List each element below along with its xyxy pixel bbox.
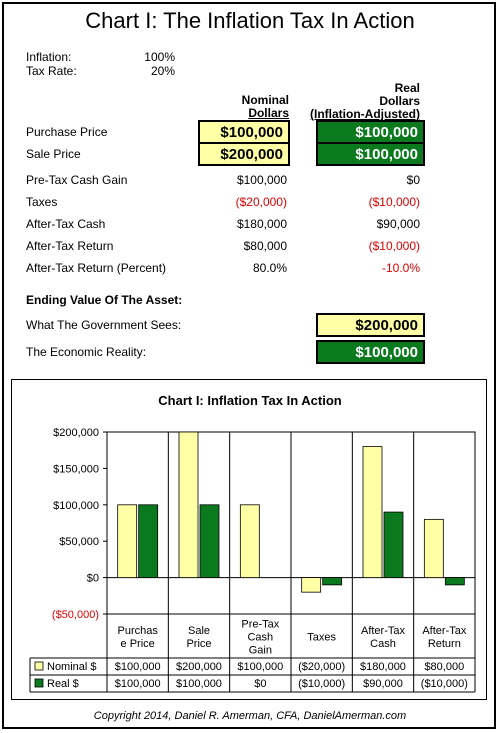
bar-real xyxy=(138,504,159,578)
data-table-cell: ($10,000) xyxy=(421,678,468,690)
real-value: $90,000 xyxy=(376,217,420,231)
bar-nominal xyxy=(362,446,383,578)
nominal-value: $100,000 xyxy=(236,173,287,187)
real-value: -10.0% xyxy=(381,261,420,275)
category-label: Purchas xyxy=(117,625,158,637)
y-tick-label: $50,000 xyxy=(59,536,99,548)
data-table-cell: ($10,000) xyxy=(298,678,345,690)
row-label: After-Tax Return (Percent) xyxy=(26,261,167,275)
data-table-cell: $80,000 xyxy=(424,661,464,673)
real-value: $0 xyxy=(406,173,420,187)
nominal-value: ($20,000) xyxy=(235,195,287,209)
nominal-header-line1: Nominal xyxy=(241,93,289,107)
bar-nominal xyxy=(301,577,322,593)
row-label: Pre-Tax Cash Gain xyxy=(26,173,128,187)
row-label: After-Tax Return xyxy=(26,239,114,253)
nominal-value: $180,000 xyxy=(236,217,287,231)
category-label: Price xyxy=(186,638,211,650)
data-table-cell: $180,000 xyxy=(360,661,406,673)
category-label: e Price xyxy=(121,638,155,650)
nominal-header-line2: Dollars xyxy=(248,106,289,120)
category-label: Pre-Tax xyxy=(241,619,279,631)
real-value-box: $100,000 xyxy=(316,142,425,166)
real-header-line2: Dollars xyxy=(379,94,420,108)
bar-real xyxy=(383,511,404,579)
copyright-footer: Copyright 2014, Daniel R. Amerman, CFA, … xyxy=(93,710,407,722)
page-frame xyxy=(2,2,496,729)
inflation-value: 100% xyxy=(144,50,175,64)
data-table-cell: $200,000 xyxy=(176,661,222,673)
data-table-cell: $100,000 xyxy=(115,661,161,673)
row-label: Sale Price xyxy=(26,147,81,161)
y-tick-label: $100,000 xyxy=(53,500,99,512)
data-table-cell: $90,000 xyxy=(363,678,403,690)
legend-key-real xyxy=(34,678,44,688)
bar-real xyxy=(444,577,465,586)
data-table-cell: $100,000 xyxy=(237,661,283,673)
real-header-line1: Real xyxy=(394,81,420,95)
tax-rate-label: Tax Rate: xyxy=(26,64,77,78)
legend-label: Real $ xyxy=(47,678,79,690)
government-label: What The Government Sees: xyxy=(26,318,182,332)
bar-real xyxy=(199,504,220,578)
y-tick-label: $0 xyxy=(87,573,99,585)
category-label: Cash xyxy=(247,632,273,644)
category-label: Taxes xyxy=(307,632,336,644)
bar-real xyxy=(322,577,343,586)
category-label: Sale xyxy=(188,625,210,637)
data-table-cell: ($20,000) xyxy=(298,661,345,673)
nominal-header: Nominal Dollars xyxy=(200,94,289,120)
row-label: After-Tax Cash xyxy=(26,217,106,231)
reality-value-box: $100,000 xyxy=(316,340,425,364)
tax-rate-value: 20% xyxy=(150,64,175,78)
category-label: After-Tax xyxy=(361,625,406,637)
real-value: ($10,000) xyxy=(368,195,420,209)
row-label: Taxes xyxy=(26,195,58,209)
ending-heading: Ending Value Of The Asset: xyxy=(26,293,183,307)
real-value: ($10,000) xyxy=(368,239,420,253)
row-label: Purchase Price xyxy=(26,125,108,139)
category-label: Return xyxy=(428,638,461,650)
reality-label: The Economic Reality: xyxy=(26,345,147,359)
data-table-cell: $100,000 xyxy=(115,678,161,690)
y-tick-label: $150,000 xyxy=(53,463,99,475)
bar-nominal xyxy=(117,504,138,578)
category-label: Gain xyxy=(249,645,272,657)
real-header: Real Dollars (Inflation-Adjusted) xyxy=(290,82,420,121)
bar-nominal xyxy=(178,431,199,579)
category-label: Cash xyxy=(370,638,396,650)
real-value-box: $100,000 xyxy=(316,120,425,144)
page-title: Chart I: The Inflation Tax In Action xyxy=(85,8,415,33)
bar-nominal xyxy=(423,518,444,578)
nominal-value: 80.0% xyxy=(252,261,287,275)
nominal-value: $80,000 xyxy=(243,239,287,253)
chart-title: Chart I: Inflation Tax In Action xyxy=(158,393,342,408)
inflation-label: Inflation: xyxy=(26,50,72,64)
y-tick-label: $200,000 xyxy=(53,427,99,439)
legend-label: Nominal $ xyxy=(47,661,97,673)
y-tick-label: ($50,000) xyxy=(52,609,99,621)
bar-nominal xyxy=(239,504,260,578)
nominal-value-box: $200,000 xyxy=(198,142,290,166)
category-label: After-Tax xyxy=(422,625,467,637)
data-table-cell: $100,000 xyxy=(176,678,222,690)
government-value-box: $200,000 xyxy=(316,313,425,337)
data-table-cell: $0 xyxy=(254,678,266,690)
real-header-line3: (Inflation-Adjusted) xyxy=(310,107,420,121)
legend-key-nominal xyxy=(34,661,44,671)
